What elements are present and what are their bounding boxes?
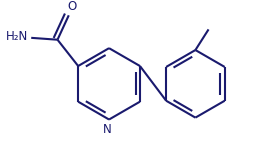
Text: N: N bbox=[103, 123, 111, 136]
Text: H₂N: H₂N bbox=[6, 30, 28, 43]
Text: O: O bbox=[67, 0, 76, 13]
